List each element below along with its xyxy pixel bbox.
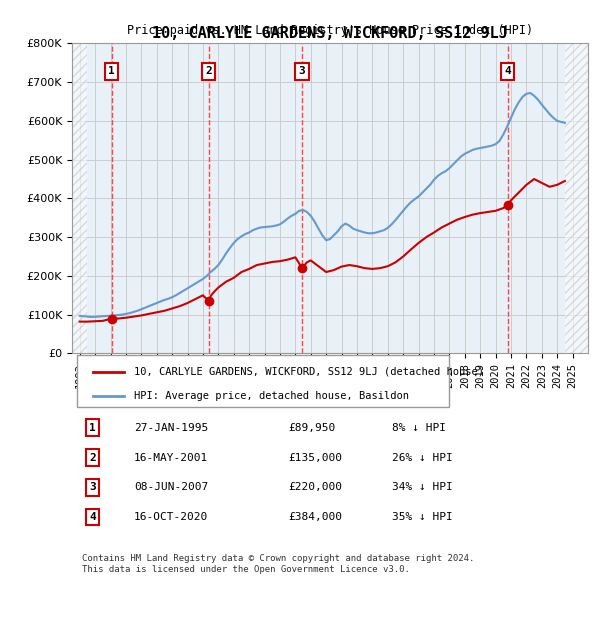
Text: 16-OCT-2020: 16-OCT-2020 xyxy=(134,512,208,522)
Text: Price paid vs. HM Land Registry's House Price Index (HPI): Price paid vs. HM Land Registry's House … xyxy=(127,24,533,37)
Text: 26% ↓ HPI: 26% ↓ HPI xyxy=(392,453,452,463)
Bar xyxy=(565,43,588,353)
Text: 1: 1 xyxy=(108,66,115,76)
Text: 16-MAY-2001: 16-MAY-2001 xyxy=(134,453,208,463)
Title: 10, CARLYLE GARDENS, WICKFORD, SS12 9LJ: 10, CARLYLE GARDENS, WICKFORD, SS12 9LJ xyxy=(152,26,508,41)
Bar xyxy=(72,43,88,353)
Text: 2: 2 xyxy=(89,453,96,463)
Text: 10, CARLYLE GARDENS, WICKFORD, SS12 9LJ (detached house): 10, CARLYLE GARDENS, WICKFORD, SS12 9LJ … xyxy=(134,367,484,377)
Text: 4: 4 xyxy=(505,66,511,76)
Text: HPI: Average price, detached house, Basildon: HPI: Average price, detached house, Basi… xyxy=(134,391,409,401)
Text: 27-JAN-1995: 27-JAN-1995 xyxy=(134,423,208,433)
Text: 8% ↓ HPI: 8% ↓ HPI xyxy=(392,423,446,433)
Text: £89,950: £89,950 xyxy=(289,423,336,433)
Text: 35% ↓ HPI: 35% ↓ HPI xyxy=(392,512,452,522)
Text: 08-JUN-2007: 08-JUN-2007 xyxy=(134,482,208,492)
FancyBboxPatch shape xyxy=(77,355,449,407)
Text: 4: 4 xyxy=(89,512,96,522)
Text: 3: 3 xyxy=(89,482,96,492)
Text: £135,000: £135,000 xyxy=(289,453,343,463)
Text: 34% ↓ HPI: 34% ↓ HPI xyxy=(392,482,452,492)
Text: 1: 1 xyxy=(89,423,96,433)
Text: 3: 3 xyxy=(299,66,305,76)
Text: £384,000: £384,000 xyxy=(289,512,343,522)
Text: £220,000: £220,000 xyxy=(289,482,343,492)
Text: Contains HM Land Registry data © Crown copyright and database right 2024.
This d: Contains HM Land Registry data © Crown c… xyxy=(82,554,475,574)
Text: 2: 2 xyxy=(205,66,212,76)
